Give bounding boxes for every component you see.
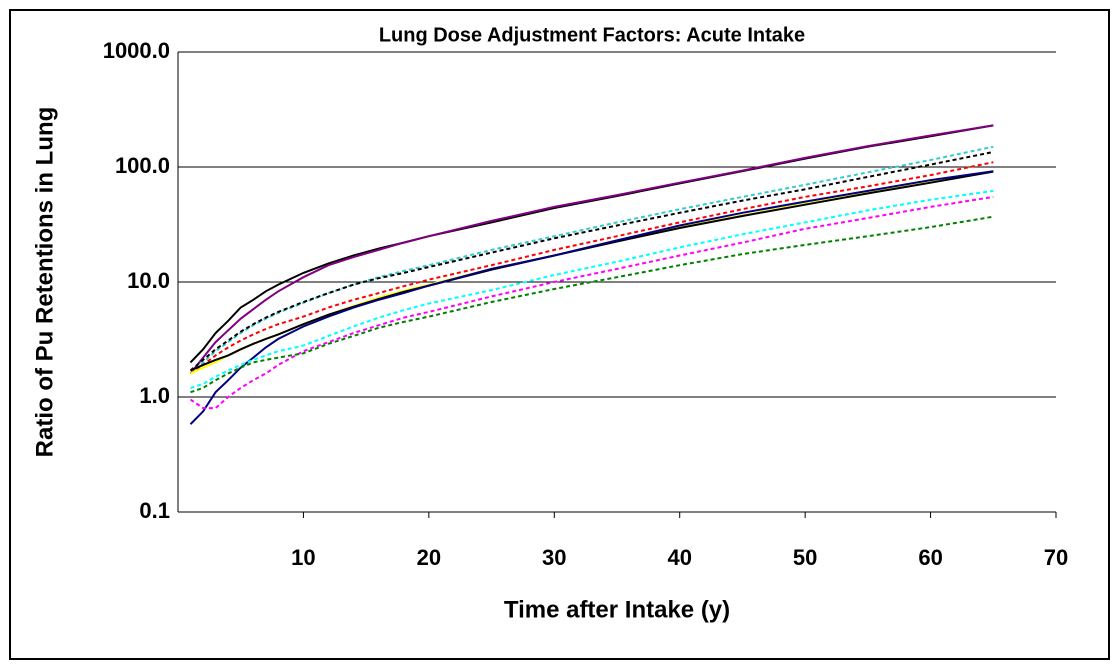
series-line — [189, 195, 994, 410]
x-tick-label: 70 — [1044, 545, 1068, 570]
series-line — [190, 189, 994, 389]
series-line — [189, 170, 994, 425]
y-tick-label: 1.0 — [139, 383, 170, 408]
y-tick-label: 100.0 — [115, 153, 170, 178]
chart-frame — [9, 9, 1110, 660]
x-tick-label: 10 — [291, 545, 315, 570]
series-line — [189, 151, 994, 372]
chart-title: Lung Dose Adjustment Factors: Acute Inta… — [379, 24, 805, 46]
y-tick-label: 0.1 — [139, 498, 170, 523]
y-tick-label: 10.0 — [127, 268, 170, 293]
x-tick-label: 50 — [793, 545, 817, 570]
y-axis-label: Ratio of Pu Retentions in Lung — [31, 107, 58, 458]
y-tick-label: 1000.0 — [103, 38, 170, 63]
x-tick-label: 20 — [417, 545, 441, 570]
series-line — [190, 215, 994, 394]
x-tick-label: 40 — [667, 545, 691, 570]
series-line — [189, 124, 994, 375]
x-tick-label: 60 — [918, 545, 942, 570]
x-tick-label: 30 — [542, 545, 566, 570]
series-line — [189, 161, 994, 375]
x-axis-label: Time after Intake (y) — [504, 596, 730, 623]
